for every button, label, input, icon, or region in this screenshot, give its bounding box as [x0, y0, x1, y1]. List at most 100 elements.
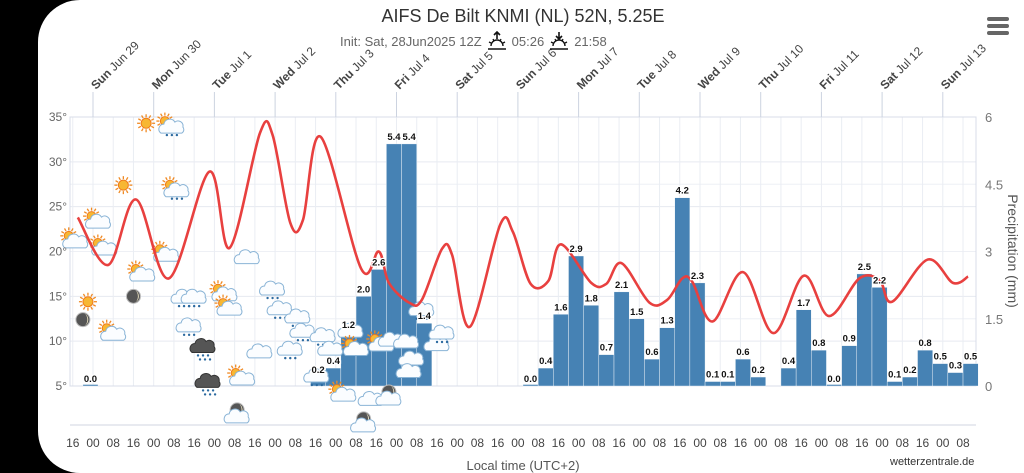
sun-ray [167, 113, 170, 117]
precip-bar [659, 327, 675, 387]
sun-ray [353, 338, 358, 342]
sun-ray [63, 228, 67, 232]
cloud-icon [246, 343, 273, 359]
cloud-shape [428, 324, 455, 340]
sun-ray [79, 296, 84, 300]
sun-ray [141, 115, 144, 119]
x-tick-label: 00 [147, 436, 161, 450]
sun-disc [140, 117, 152, 129]
sun-ray [228, 375, 232, 378]
y-tick-label-temp: 35° [49, 110, 67, 124]
day-label: Thu Jul 3 [331, 46, 377, 92]
cloud-shape [180, 288, 207, 304]
cloud-icon [398, 350, 425, 366]
sun-ray [169, 116, 173, 119]
precip-value-label: 0.0 [827, 374, 840, 385]
day-label: Fri Jul 11 [817, 47, 862, 92]
sunset-icon [550, 32, 569, 50]
sun-icon [114, 176, 133, 195]
precip-bar [962, 363, 979, 387]
rain-drop [177, 304, 181, 308]
rain-drop [315, 383, 319, 387]
sun-cloud-icon [151, 240, 180, 262]
sun-ray [140, 264, 144, 267]
sun-ray [162, 241, 165, 245]
x-tick-label: 00 [329, 436, 343, 450]
rain-drop [208, 358, 212, 361]
sun-ray [157, 116, 161, 119]
sun-ray [341, 384, 345, 387]
x-tick-label: 00 [511, 436, 525, 450]
credits-link[interactable]: wetterzentrale.de [890, 456, 975, 468]
precip-bar [598, 354, 615, 387]
rain-drop [445, 340, 449, 344]
sun-ray [128, 187, 132, 191]
sun-ray [213, 281, 216, 285]
day-date: Jul 11 [830, 47, 862, 79]
precip-bar [674, 197, 691, 387]
sun-ray [165, 177, 168, 181]
x-tick-label: 08 [714, 436, 728, 450]
precip-bar [568, 255, 584, 387]
x-tick-label: 16 [612, 436, 626, 450]
sun-ray [70, 228, 74, 232]
precip-value-label: 0.4 [782, 356, 796, 367]
rain-icon [175, 317, 202, 337]
cloud-shape [189, 338, 216, 353]
x-tick-label: 00 [815, 436, 829, 450]
sun-ray [162, 179, 166, 183]
sun-icon [137, 114, 156, 133]
hamburger-menu-icon[interactable] [987, 17, 1009, 35]
day-date: Jul 10 [774, 41, 807, 74]
sun-ray [102, 238, 106, 241]
x-tick-label: 08 [592, 436, 606, 450]
precip-bar [932, 363, 949, 387]
precip-value-label: 0.6 [645, 347, 658, 358]
rain-drop [206, 389, 210, 392]
x-tick-label: 08 [349, 436, 363, 450]
day-date: Jun 29 [107, 38, 143, 74]
moon-disc [75, 312, 91, 328]
x-axis-title: Local time (UTC+2) [466, 458, 580, 473]
precip-value-label: 0.5 [964, 352, 978, 363]
x-tick-label: 16 [187, 436, 201, 450]
sun-ray [130, 261, 134, 265]
rain-drop [440, 340, 444, 344]
sun-cloud-icon [83, 207, 111, 229]
rain-drop [271, 296, 274, 300]
rain-drop [192, 333, 196, 337]
precip-value-label: 1.4 [418, 311, 432, 322]
rain-drop [420, 317, 423, 320]
rain-icon [259, 280, 286, 300]
rain-drop [198, 358, 202, 361]
cloud-shape [337, 322, 364, 338]
x-tick-label: 16 [673, 436, 687, 450]
cloud-shape [343, 341, 369, 356]
precip-bar [735, 358, 751, 387]
rain-drop [435, 340, 439, 344]
sun-ray [95, 211, 100, 214]
precip-value-label: 2.5 [858, 262, 872, 273]
sun-ray [101, 320, 105, 324]
precip-bar [811, 349, 827, 387]
precip-bar [628, 318, 645, 387]
rain-drop [170, 133, 174, 137]
precip-value-label: 0.0 [524, 374, 537, 385]
x-tick-label: 16 [309, 436, 323, 450]
cloud-shape [303, 367, 330, 383]
x-tick-label: 16 [794, 436, 808, 450]
sun-ray [215, 298, 219, 301]
rain-drop [175, 197, 179, 200]
precip-value-label: 2.6 [372, 257, 385, 268]
cloud-shape [100, 325, 127, 341]
cloud-shape [233, 249, 260, 265]
cloud-shape [276, 340, 303, 356]
day-label: Sat Jul 12 [877, 44, 925, 92]
sun-ray [128, 264, 132, 267]
y-tick-label-temp: 10° [49, 334, 67, 348]
precip-bar [644, 358, 660, 387]
y-tick-label-temp: 30° [49, 155, 67, 169]
sun-cloud-icon [98, 319, 127, 341]
cloud-icon [317, 340, 344, 356]
precip-value-label: 1.8 [585, 293, 598, 304]
